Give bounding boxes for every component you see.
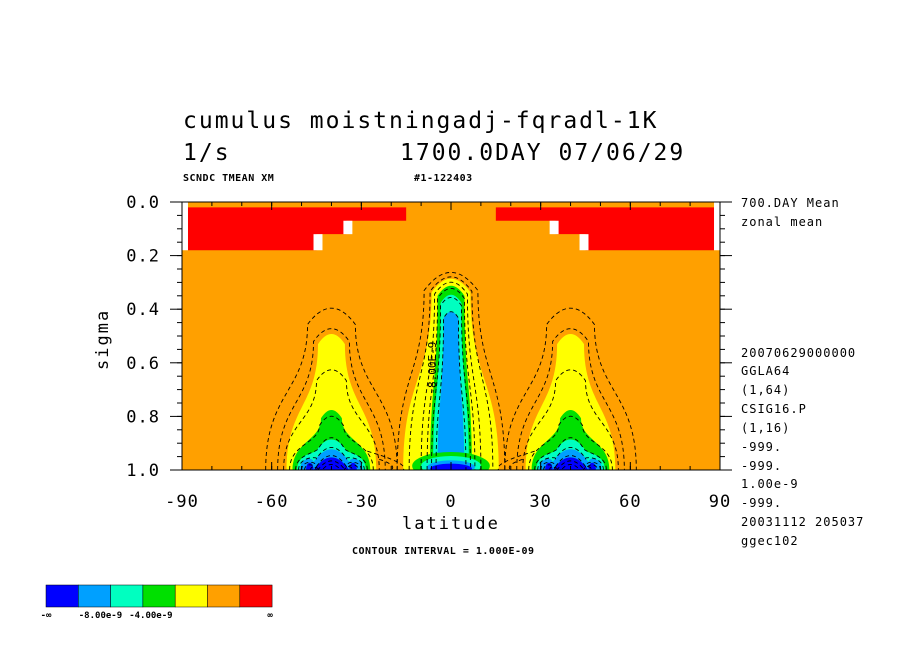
contour-fill (437, 311, 465, 470)
contour-line (435, 311, 467, 470)
contour-line (301, 455, 362, 470)
subtitle-left: SCNDC TMEAN XM (183, 173, 275, 184)
colorbar-swatch (239, 584, 273, 608)
meta-line: -999. (741, 496, 783, 510)
axes: -90 -60 -30 0 30 60 90 0.0 0.2 0.4 0.6 0.8 1.0 (126, 193, 732, 512)
contour-line (537, 447, 604, 470)
meta-line: ggec102 (741, 534, 799, 548)
contour-line (295, 437, 368, 470)
positive-regions (182, 202, 720, 251)
side-info-mean: 700.DAY Mean (741, 196, 840, 210)
meta-line: -999. (741, 459, 783, 473)
contour-line (277, 328, 386, 470)
meta-line: 1.00e-9 (741, 477, 799, 491)
meta-line: (1,16) (741, 421, 791, 435)
x-tick-label: -60 (255, 492, 289, 512)
colorbar-label: -4.00e-9 (129, 611, 172, 621)
contour-line (504, 307, 637, 470)
positive-region (495, 207, 715, 251)
meta-line: GGLA64 (741, 364, 791, 378)
contour-line (534, 437, 607, 470)
x-tick-label: -90 (165, 492, 199, 512)
chart-title: cumulus moistningadj-fqradl-1K (183, 108, 659, 134)
contour-line (426, 288, 476, 470)
contour-line (367, 450, 405, 470)
positive-region (187, 207, 407, 251)
x-tick-label: 30 (529, 492, 551, 512)
colorbar-swatch (207, 584, 241, 608)
contour-line (516, 328, 625, 470)
colorbar-label: -8.00e-9 (79, 611, 122, 621)
contour-fill (545, 457, 596, 470)
contour-value-label: -8.00E-9 (426, 342, 439, 395)
unit-label: 1/s (183, 140, 231, 166)
missing-cell (549, 220, 559, 235)
subtitle-right: #1-122403 (414, 173, 473, 184)
missing-cell (714, 202, 720, 251)
contour-line (420, 281, 482, 470)
y-tick-label: 0.8 (126, 407, 160, 427)
y-tick-label: 1.0 (126, 461, 160, 481)
colorbar-swatch (174, 584, 208, 608)
contour-line (379, 458, 394, 470)
contour-line (304, 460, 359, 470)
y-tick-label: 0.4 (126, 300, 160, 320)
colorbar-label: -∞ (41, 611, 52, 621)
time-label: 1700.0DAY 07/06/29 (400, 140, 686, 166)
y-tick-label: 0.0 (126, 193, 160, 213)
meta-line: 20070629000000 (741, 346, 857, 360)
colorbar-swatch (142, 584, 176, 608)
contour-line (528, 415, 613, 470)
x-tick-label: -30 (344, 492, 378, 512)
contour-fill (525, 334, 616, 470)
contour-fill (306, 457, 357, 470)
colorbar-swatch (45, 584, 79, 608)
contour-line (431, 296, 471, 470)
x-tick-label: 60 (619, 492, 641, 512)
colorbar-label: ∞ (267, 611, 273, 621)
meta-line: 20031112 205037 (741, 515, 865, 529)
x-tick-label: 90 (709, 492, 731, 512)
y-tick-label: 0.2 (126, 247, 160, 267)
meta-line: (1,64) (741, 383, 791, 397)
missing-cell (579, 234, 589, 251)
contour-line (543, 460, 598, 470)
side-info-zonal: zonal mean (741, 215, 824, 229)
contour-line (310, 464, 353, 470)
x-tick-label: 0 (445, 492, 456, 512)
contour-line (396, 272, 506, 470)
contour-line (540, 455, 601, 470)
colorbar-swatch (78, 584, 111, 608)
contour-line (265, 307, 398, 470)
contour-lines (265, 272, 637, 470)
contour-fill (286, 334, 377, 470)
contour-line (298, 447, 365, 470)
missing-cell (343, 220, 353, 235)
colorbar-swatch (110, 584, 144, 608)
contour-line (508, 458, 523, 470)
x-axis-label: latitude (402, 514, 500, 534)
contour-interval-label: CONTOUR INTERVAL = 1.000E-09 (352, 546, 535, 557)
contour-line (289, 415, 374, 470)
meta-line: -999. (741, 440, 783, 454)
contour-line (283, 369, 380, 470)
contour-line (497, 450, 535, 470)
y-tick-label: 0.6 (126, 354, 160, 374)
filled-contours (286, 278, 616, 470)
contour-line (549, 464, 592, 470)
meta-line: CSIG16.P (741, 402, 807, 416)
missing-cell (313, 234, 323, 251)
colorbar: -∞ -8.00e-9 -4.00e-9 ∞ (41, 584, 273, 621)
contour-line (522, 369, 619, 470)
missing-cell (182, 202, 188, 251)
